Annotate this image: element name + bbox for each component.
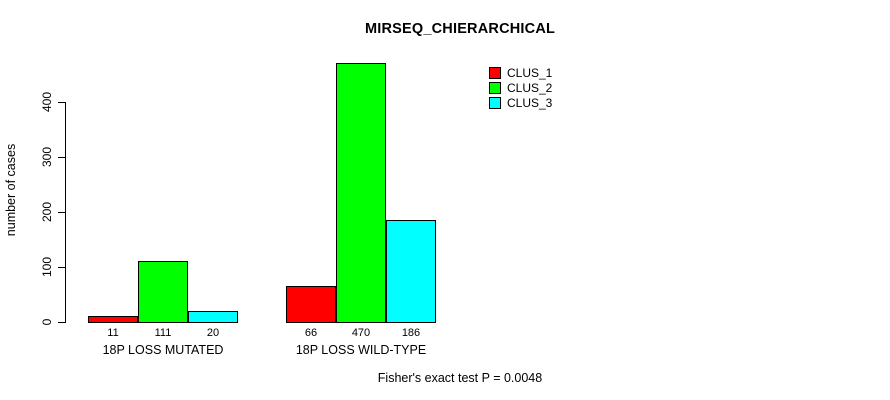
legend-item-clus_3: CLUS_3 <box>489 95 552 110</box>
bar-value-label: 66 <box>304 327 318 339</box>
bar-value-label: 111 <box>154 327 172 339</box>
fisher-test-annotation: Fisher's exact test P = 0.0048 <box>377 371 543 385</box>
y-tick-mark <box>58 267 65 268</box>
bar-clus_3-2 <box>386 220 436 323</box>
bar-clus_2-1 <box>138 261 188 323</box>
x-axis-category-label: 18P LOSS WILD-TYPE <box>295 343 427 357</box>
x-axis-category-label: 18P LOSS MUTATED <box>102 343 224 357</box>
legend: CLUS_1 CLUS_2 CLUS_3 <box>489 65 552 110</box>
y-axis-line <box>65 102 66 323</box>
legend-swatch-icon <box>489 96 501 109</box>
y-tick-label: 200 <box>40 201 54 223</box>
bar-value-label: 470 <box>351 327 371 339</box>
bar-clus_3-1 <box>188 311 238 323</box>
legend-item-clus_1: CLUS_1 <box>489 65 552 80</box>
legend-item-clus_2: CLUS_2 <box>489 80 552 95</box>
y-tick-label: 400 <box>40 91 54 113</box>
bar-value-label: 186 <box>401 327 421 339</box>
legend-swatch-icon <box>489 66 501 79</box>
legend-label: CLUS_2 <box>507 80 553 95</box>
y-tick-label: 100 <box>40 256 54 278</box>
bar-value-label: 11 <box>107 327 119 339</box>
legend-label: CLUS_3 <box>507 95 553 110</box>
y-tick-mark <box>58 102 65 103</box>
y-tick-mark <box>58 157 65 158</box>
bar-clus_1-1 <box>88 316 138 323</box>
chart-title: MIRSEQ_CHIERARCHICAL <box>364 21 556 37</box>
legend-swatch-icon <box>489 81 501 94</box>
bar-value-label: 20 <box>206 327 220 339</box>
bar-clus_2-2 <box>336 63 386 323</box>
y-tick-label: 300 <box>40 146 54 168</box>
y-tick-label: 0 <box>40 318 54 326</box>
y-tick-mark <box>58 322 65 323</box>
bar-clus_1-2 <box>286 286 336 323</box>
y-axis-label: number of cases <box>4 143 18 237</box>
y-tick-mark <box>58 212 65 213</box>
legend-label: CLUS_1 <box>507 65 553 80</box>
